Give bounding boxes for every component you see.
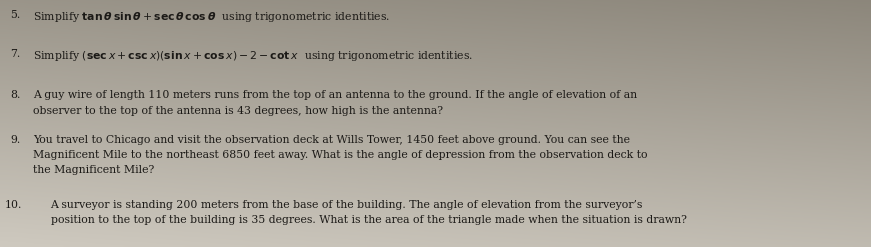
Text: the Magnificent Mile?: the Magnificent Mile? [33,165,154,175]
Text: 9.: 9. [10,135,21,144]
Text: 8.: 8. [10,90,21,100]
Text: You travel to Chicago and visit the observation deck at Wills Tower, 1450 feet a: You travel to Chicago and visit the obse… [33,135,630,144]
Text: position to the top of the building is 35 degrees. What is the area of the trian: position to the top of the building is 3… [51,215,686,226]
Text: observer to the top of the antenna is 43 degrees, how high is the antenna?: observer to the top of the antenna is 43… [33,105,443,116]
Text: Magnificent Mile to the northeast 6850 feet away. What is the angle of depressio: Magnificent Mile to the northeast 6850 f… [33,150,648,160]
Text: A surveyor is standing 200 meters from the base of the building. The angle of el: A surveyor is standing 200 meters from t… [51,200,643,210]
Text: Simplify $(\mathbf{sec}\,x + \mathbf{csc}\,x)(\mathbf{sin}\,x + \mathbf{cos}\,x): Simplify $(\mathbf{sec}\,x + \mathbf{csc… [33,49,473,63]
Text: A guy wire of length 110 meters runs from the top of an antenna to the ground. I: A guy wire of length 110 meters runs fro… [33,90,638,100]
Text: 5.: 5. [10,10,21,20]
Text: Simplify $\mathbf{tan}\,\boldsymbol{\theta}\,\mathbf{sin}\,\boldsymbol{\theta} +: Simplify $\mathbf{tan}\,\boldsymbol{\the… [33,10,390,24]
Text: 10.: 10. [4,200,22,210]
Text: 7.: 7. [10,49,21,59]
